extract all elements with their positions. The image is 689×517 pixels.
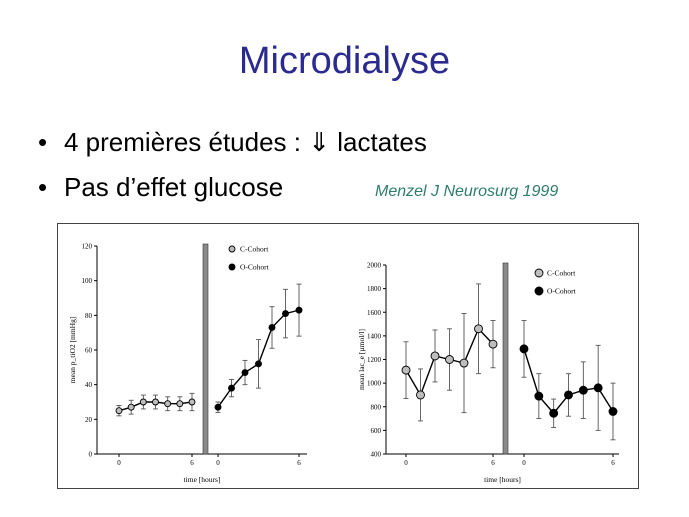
- x-axis-label: time [hours]: [484, 475, 521, 484]
- c-cohort-point: [127, 403, 135, 411]
- o-cohort-point: [593, 383, 603, 393]
- c-cohort-point: [430, 351, 440, 361]
- c-cohort-point: [474, 324, 483, 334]
- slide-title: Microdialyse: [238, 40, 451, 82]
- legend-label: C-Cohort: [547, 269, 576, 278]
- bullet-item: • Pas d’effet glucose: [38, 172, 283, 203]
- x-tick-label: 0: [404, 459, 408, 467]
- o-cohort-point: [255, 360, 262, 368]
- c-cohort-point: [152, 398, 159, 406]
- legend-marker: [228, 263, 236, 271]
- y-tick-label: 1000: [367, 380, 382, 388]
- x-tick-label: 6: [611, 459, 615, 467]
- o-cohort-point: [282, 310, 289, 318]
- y-tick-label: 40: [85, 381, 93, 389]
- y-axis-label: mean p_tiO2 [mmHg]: [68, 317, 77, 384]
- bullet-text: Pas d’effet glucose: [64, 172, 284, 202]
- y-axis-label: mean lac_e [µmol/l]: [357, 329, 366, 390]
- x-tick-label: 0: [522, 459, 526, 467]
- legend-label: O-Cohort: [547, 287, 577, 296]
- x-tick-label: 6: [491, 459, 495, 467]
- figure-frame: [57, 223, 639, 489]
- c-cohort-point: [164, 400, 172, 408]
- c-cohort-point: [445, 355, 454, 364]
- x-tick-label: 0: [216, 459, 220, 467]
- o-cohort-point: [564, 390, 573, 400]
- y-tick-label: 800: [371, 403, 382, 411]
- o-cohort-point: [608, 407, 618, 416]
- legend-marker: [534, 286, 544, 296]
- y-tick-label: 1200: [367, 356, 382, 364]
- legend-label: C-Cohort: [240, 245, 269, 254]
- c-cohort-point: [416, 390, 425, 400]
- y-tick-label: 1600: [367, 309, 382, 317]
- c-cohort-point: [488, 339, 498, 349]
- o-cohort-point: [534, 391, 544, 401]
- separator-bar: [502, 262, 509, 455]
- legend-marker: [534, 268, 544, 278]
- o-cohort-point: [578, 385, 588, 395]
- bullet-text-end: lactates: [330, 127, 427, 157]
- bullet-marker: •: [38, 172, 48, 202]
- bullet-marker: •: [38, 127, 48, 157]
- o-cohort-point: [268, 324, 276, 331]
- c-cohort-point: [176, 400, 184, 408]
- y-tick-label: 20: [85, 416, 93, 424]
- c-cohort-point: [139, 398, 147, 406]
- o-cohort-point: [549, 408, 559, 418]
- legend-label: O-Cohort: [240, 263, 270, 272]
- y-tick-label: 400: [371, 451, 382, 459]
- y-tick-label: 2000: [367, 262, 382, 270]
- y-tick-label: 600: [371, 427, 382, 435]
- legend-marker: [228, 245, 236, 253]
- y-tick-label: 1800: [367, 285, 382, 293]
- x-tick-label: 6: [190, 459, 194, 467]
- chart-lactate: 400 600 800 1000 1200 1400 1600 1800 2000 0 6 0 6 tim…: [357, 262, 619, 484]
- c-cohort-point: [401, 365, 411, 375]
- c-cohort-point: [115, 407, 123, 415]
- x-tick-label: 0: [117, 459, 121, 467]
- bullet-text: 4 premières études :: [64, 127, 309, 157]
- down-arrow-icon: ⇓: [308, 127, 331, 157]
- c-cohort-point: [459, 358, 469, 368]
- y-tick-label: 1400: [367, 332, 382, 340]
- y-tick-label: 60: [85, 347, 93, 355]
- y-tick-label: 120: [82, 243, 93, 251]
- o-cohort-point: [228, 384, 235, 392]
- y-tick-label: 0: [89, 451, 93, 459]
- x-tick-label: 6: [297, 459, 301, 467]
- y-tick-label: 100: [82, 277, 93, 285]
- bullet-item: • 4 premières études : ⇓ lactates: [38, 127, 427, 158]
- o-cohort-point: [519, 344, 529, 354]
- x-axis-label: time [hours]: [184, 475, 221, 484]
- citation: Menzel J Neurosurg 1999: [375, 183, 559, 200]
- o-cohort-point: [241, 369, 249, 376]
- o-cohort-point: [214, 403, 222, 411]
- o-cohort-point: [295, 306, 303, 314]
- separator-bar: [202, 243, 209, 455]
- y-tick-label: 80: [85, 312, 93, 320]
- c-cohort-point: [188, 398, 196, 406]
